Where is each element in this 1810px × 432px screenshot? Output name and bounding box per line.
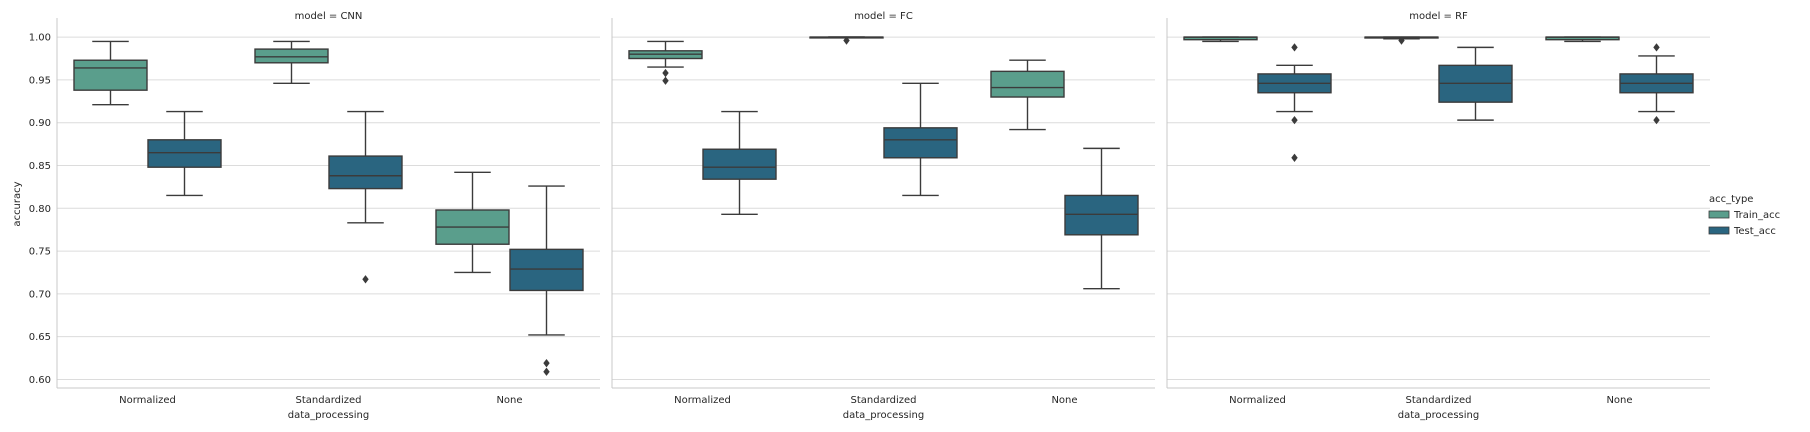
x-tick-label: Normalized xyxy=(674,395,731,406)
y-tick-label: 0.65 xyxy=(29,332,51,343)
box-test-acc xyxy=(1064,194,1139,236)
y-tick-label: 1.00 xyxy=(29,33,51,44)
outlier-point xyxy=(662,68,669,78)
y-tick-label: 0.75 xyxy=(29,247,51,258)
y-tick-label: 0.60 xyxy=(29,375,51,386)
outlier-point xyxy=(543,359,550,368)
outlier-point xyxy=(1291,153,1298,162)
outlier-point xyxy=(662,76,669,85)
outlier-point xyxy=(362,275,369,284)
legend-swatch-test-acc xyxy=(1708,226,1730,235)
x-tick-label: Normalized xyxy=(119,395,176,406)
x-axis-label: data_processing xyxy=(843,410,924,421)
box-train-acc xyxy=(990,70,1065,98)
outlier-point xyxy=(543,367,550,376)
legend-swatch-train-acc xyxy=(1708,210,1730,219)
outlier-point xyxy=(1398,36,1405,45)
box-test-acc xyxy=(147,139,222,168)
outlier-point xyxy=(1291,115,1298,125)
facet-title: model = FC xyxy=(854,11,913,22)
y-tick-label: 0.80 xyxy=(29,204,51,215)
facet-title: model = CNN xyxy=(295,11,363,22)
y-tick-label: 0.70 xyxy=(29,289,51,300)
outlier-point xyxy=(1291,43,1298,52)
x-axis-label: data_processing xyxy=(1398,410,1479,421)
outlier-point xyxy=(1653,115,1660,125)
box-train-acc xyxy=(254,48,329,64)
x-tick-label: Normalized xyxy=(1229,395,1286,406)
legend-title: acc_type xyxy=(1709,194,1753,205)
legend-label: Test_acc xyxy=(1733,226,1776,237)
x-tick-label: Standardized xyxy=(295,395,361,406)
y-tick-label: 0.95 xyxy=(29,75,51,86)
outlier-point xyxy=(843,36,850,45)
x-tick-label: Standardized xyxy=(1405,395,1471,406)
box-test-acc xyxy=(883,127,958,159)
facet-title: model = RF xyxy=(1409,11,1468,22)
box-train-acc xyxy=(73,59,148,91)
x-tick-label: None xyxy=(1606,395,1632,406)
y-axis-label: accuracy xyxy=(12,181,23,226)
box-test-acc xyxy=(702,148,777,180)
x-tick-label: None xyxy=(1051,395,1077,406)
outlier-point xyxy=(1653,43,1660,52)
y-tick-label: 0.90 xyxy=(29,118,51,129)
box-test-acc xyxy=(328,155,403,190)
x-tick-label: Standardized xyxy=(850,395,916,406)
box-test-acc xyxy=(509,248,584,292)
x-axis-label: data_processing xyxy=(288,410,369,421)
legend-label: Train_acc xyxy=(1733,210,1780,221)
x-tick-label: None xyxy=(496,395,522,406)
y-tick-label: 0.85 xyxy=(29,161,51,172)
